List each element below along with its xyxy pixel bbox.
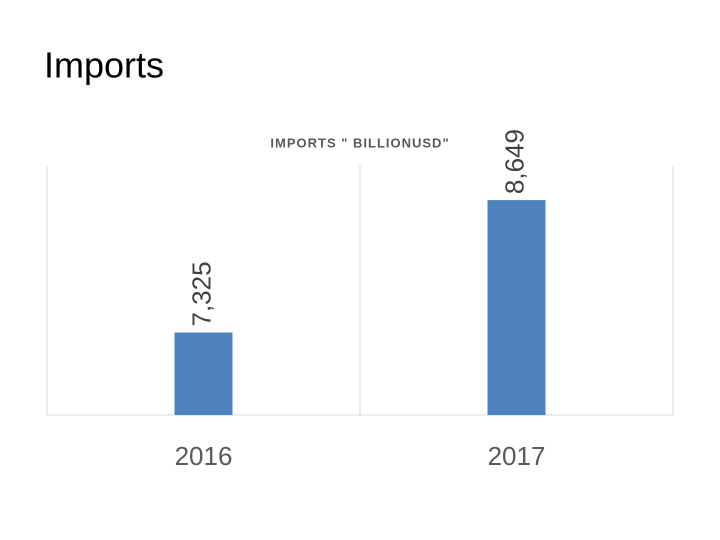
- slide-title: Imports: [44, 45, 164, 86]
- x-tick-label: 2017: [488, 441, 546, 471]
- value-label: 8,649: [499, 129, 529, 194]
- bar: [174, 332, 233, 415]
- x-tick-label: 2016: [175, 441, 233, 471]
- plot-frame: [46, 165, 674, 416]
- value-label: 7,325: [186, 261, 216, 326]
- chart-title: IMPORTS " BILLIONUSD": [270, 135, 449, 150]
- bar: [487, 200, 546, 415]
